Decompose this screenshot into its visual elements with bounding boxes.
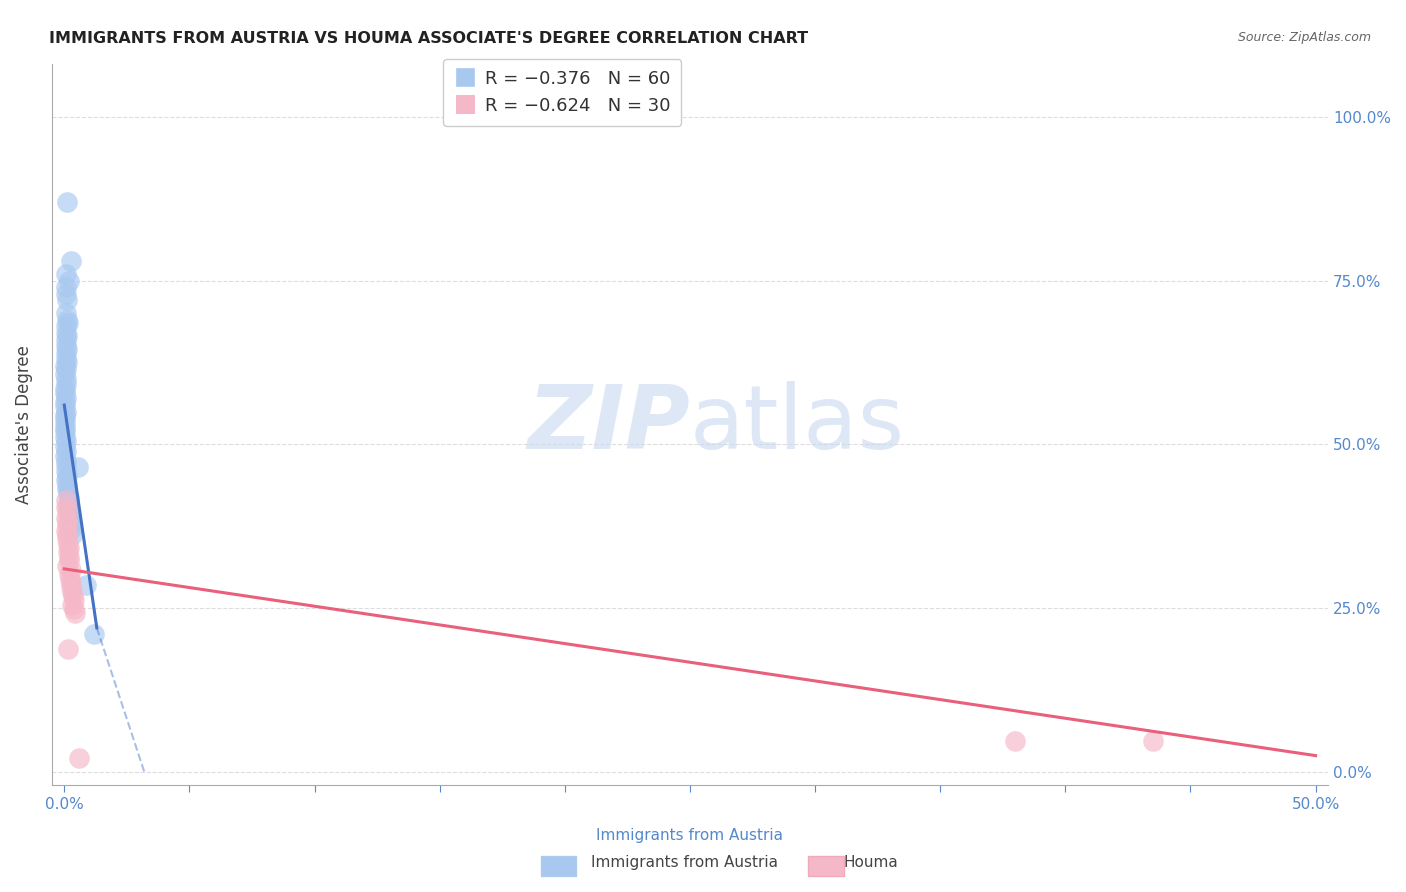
Point: [53, 449, 76, 463]
Point: [56, 500, 79, 514]
Legend: R = −0.376   N = 60, R = −0.624   N = 30: R = −0.376 N = 60, R = −0.624 N = 30: [443, 59, 682, 126]
Point: [55, 482, 77, 496]
Point: [55, 362, 77, 376]
Point: [55, 464, 77, 478]
Point: [55, 352, 77, 367]
Point: [62, 593, 84, 607]
Point: [53, 382, 76, 396]
Point: [53, 417, 76, 431]
Y-axis label: Associate's Degree: Associate's Degree: [15, 345, 32, 504]
Point: [56, 537, 79, 551]
Point: [55, 474, 77, 488]
Point: [59, 508, 82, 523]
Point: [63, 602, 86, 616]
Point: [67, 750, 90, 764]
Point: [1142, 733, 1164, 747]
Point: [53, 408, 76, 422]
Point: [53, 394, 76, 409]
Point: [53, 400, 76, 414]
Point: [58, 504, 80, 518]
Point: [56, 486, 79, 500]
Point: [55, 280, 77, 294]
Point: [56, 641, 79, 656]
Point: [55, 377, 77, 392]
Point: [55, 329, 77, 343]
Text: Source: ZipAtlas.com: Source: ZipAtlas.com: [1237, 31, 1371, 45]
Point: [53, 386, 76, 401]
Text: Immigrants from Austria: Immigrants from Austria: [596, 829, 783, 843]
Point: [60, 521, 83, 535]
Point: [55, 372, 77, 386]
Point: [56, 545, 79, 559]
Point: [60, 584, 83, 599]
Point: [55, 468, 77, 483]
Point: [56, 316, 79, 330]
Point: [55, 345, 77, 359]
Text: Houma: Houma: [844, 855, 898, 870]
Point: [53, 411, 76, 425]
Point: [56, 519, 79, 533]
Text: atlas: atlas: [690, 381, 905, 468]
Point: [53, 367, 76, 381]
Point: [55, 286, 77, 301]
Point: [53, 359, 76, 373]
Point: [55, 319, 77, 334]
Point: [55, 306, 77, 320]
Point: [53, 421, 76, 435]
Point: [53, 439, 76, 453]
Point: [83, 627, 105, 641]
Text: IMMIGRANTS FROM AUSTRIA VS HOUMA ASSOCIATE'S DEGREE CORRELATION CHART: IMMIGRANTS FROM AUSTRIA VS HOUMA ASSOCIA…: [49, 31, 808, 46]
Point: [55, 528, 77, 542]
Point: [55, 267, 77, 281]
Point: [60, 528, 83, 542]
Point: [58, 541, 80, 555]
Point: [58, 567, 80, 582]
Point: [56, 293, 79, 308]
Point: [66, 460, 89, 475]
Point: [56, 558, 79, 573]
Point: [55, 404, 77, 418]
Point: [53, 429, 76, 443]
Point: [59, 563, 82, 577]
Point: [53, 424, 76, 438]
Point: [55, 454, 77, 468]
Point: [58, 274, 80, 288]
Text: Immigrants from Austria: Immigrants from Austria: [591, 855, 778, 870]
Point: [55, 313, 77, 327]
Point: [55, 504, 77, 518]
Point: [60, 576, 83, 591]
Point: [60, 513, 83, 527]
Point: [55, 458, 77, 473]
Point: [55, 524, 77, 538]
Point: [55, 510, 77, 524]
Point: [56, 343, 79, 357]
Point: [59, 580, 82, 594]
Point: [55, 515, 77, 529]
Point: [55, 493, 77, 508]
Point: [62, 590, 84, 604]
Point: [55, 444, 77, 458]
Point: [58, 495, 80, 509]
Point: [55, 355, 77, 369]
Point: [55, 434, 77, 448]
Point: [55, 326, 77, 340]
Point: [59, 253, 82, 268]
Text: ZIP: ZIP: [527, 381, 690, 468]
Point: [60, 598, 83, 612]
Point: [58, 550, 80, 565]
Point: [63, 607, 86, 621]
Point: [56, 478, 79, 492]
Point: [55, 339, 77, 353]
Point: [55, 194, 77, 209]
Point: [59, 517, 82, 532]
Point: [1004, 733, 1026, 747]
Point: [58, 491, 80, 505]
Point: [55, 500, 77, 514]
Point: [58, 554, 80, 568]
Point: [55, 392, 77, 406]
Point: [55, 333, 77, 347]
Point: [56, 533, 79, 547]
Point: [59, 572, 82, 586]
Point: [75, 578, 97, 592]
